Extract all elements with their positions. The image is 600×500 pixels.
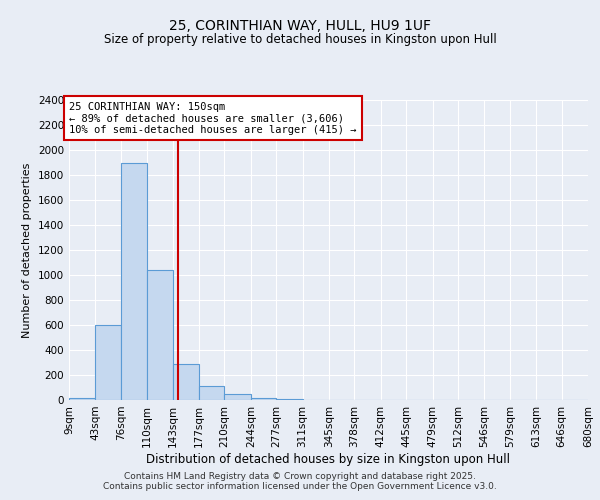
Bar <box>147 270 173 400</box>
Text: 25 CORINTHIAN WAY: 150sqm
← 89% of detached houses are smaller (3,606)
10% of se: 25 CORINTHIAN WAY: 150sqm ← 89% of detac… <box>69 102 356 134</box>
Bar <box>95 325 121 400</box>
Text: Contains public sector information licensed under the Open Government Licence v3: Contains public sector information licen… <box>103 482 497 491</box>
Y-axis label: Number of detached properties: Number of detached properties <box>22 162 32 338</box>
Bar <box>121 162 147 400</box>
Text: Contains HM Land Registry data © Crown copyright and database right 2025.: Contains HM Land Registry data © Crown c… <box>124 472 476 481</box>
Text: Size of property relative to detached houses in Kingston upon Hull: Size of property relative to detached ho… <box>104 33 496 46</box>
X-axis label: Distribution of detached houses by size in Kingston upon Hull: Distribution of detached houses by size … <box>146 452 511 466</box>
Bar <box>173 364 199 400</box>
Bar <box>224 394 251 400</box>
Bar <box>251 398 276 400</box>
Bar <box>69 398 95 400</box>
Text: 25, CORINTHIAN WAY, HULL, HU9 1UF: 25, CORINTHIAN WAY, HULL, HU9 1UF <box>169 18 431 32</box>
Bar <box>199 386 224 400</box>
